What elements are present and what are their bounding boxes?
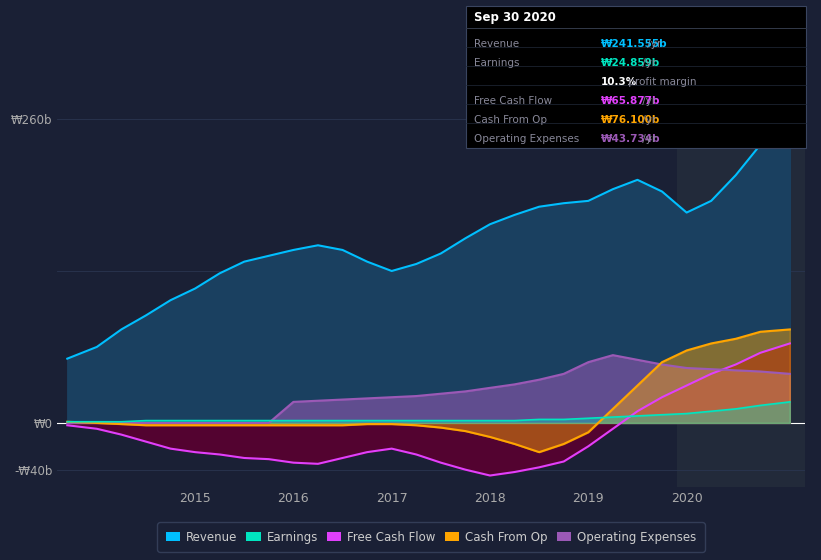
- Text: /yr: /yr: [644, 39, 661, 49]
- Text: Free Cash Flow: Free Cash Flow: [474, 96, 552, 106]
- Text: /yr: /yr: [639, 96, 656, 106]
- Text: Earnings: Earnings: [474, 58, 519, 68]
- Text: Operating Expenses: Operating Expenses: [474, 134, 579, 144]
- Text: Sep 30 2020: Sep 30 2020: [474, 11, 556, 24]
- Text: /yr: /yr: [639, 134, 656, 144]
- Text: ₩43.734b: ₩43.734b: [601, 134, 661, 144]
- Text: Revenue: Revenue: [474, 39, 519, 49]
- Text: /yr: /yr: [639, 58, 656, 68]
- Text: 10.3%: 10.3%: [601, 77, 637, 87]
- Text: /yr: /yr: [639, 115, 656, 125]
- Legend: Revenue, Earnings, Free Cash Flow, Cash From Op, Operating Expenses: Revenue, Earnings, Free Cash Flow, Cash …: [158, 522, 704, 552]
- Text: Cash From Op: Cash From Op: [474, 115, 547, 125]
- Text: ₩24.859b: ₩24.859b: [601, 58, 660, 68]
- Text: ₩241.555b: ₩241.555b: [601, 39, 667, 49]
- Text: ₩65.877b: ₩65.877b: [601, 96, 660, 106]
- Bar: [677, 84, 821, 487]
- Text: ₩76.100b: ₩76.100b: [601, 115, 660, 125]
- Text: profit margin: profit margin: [625, 77, 696, 87]
